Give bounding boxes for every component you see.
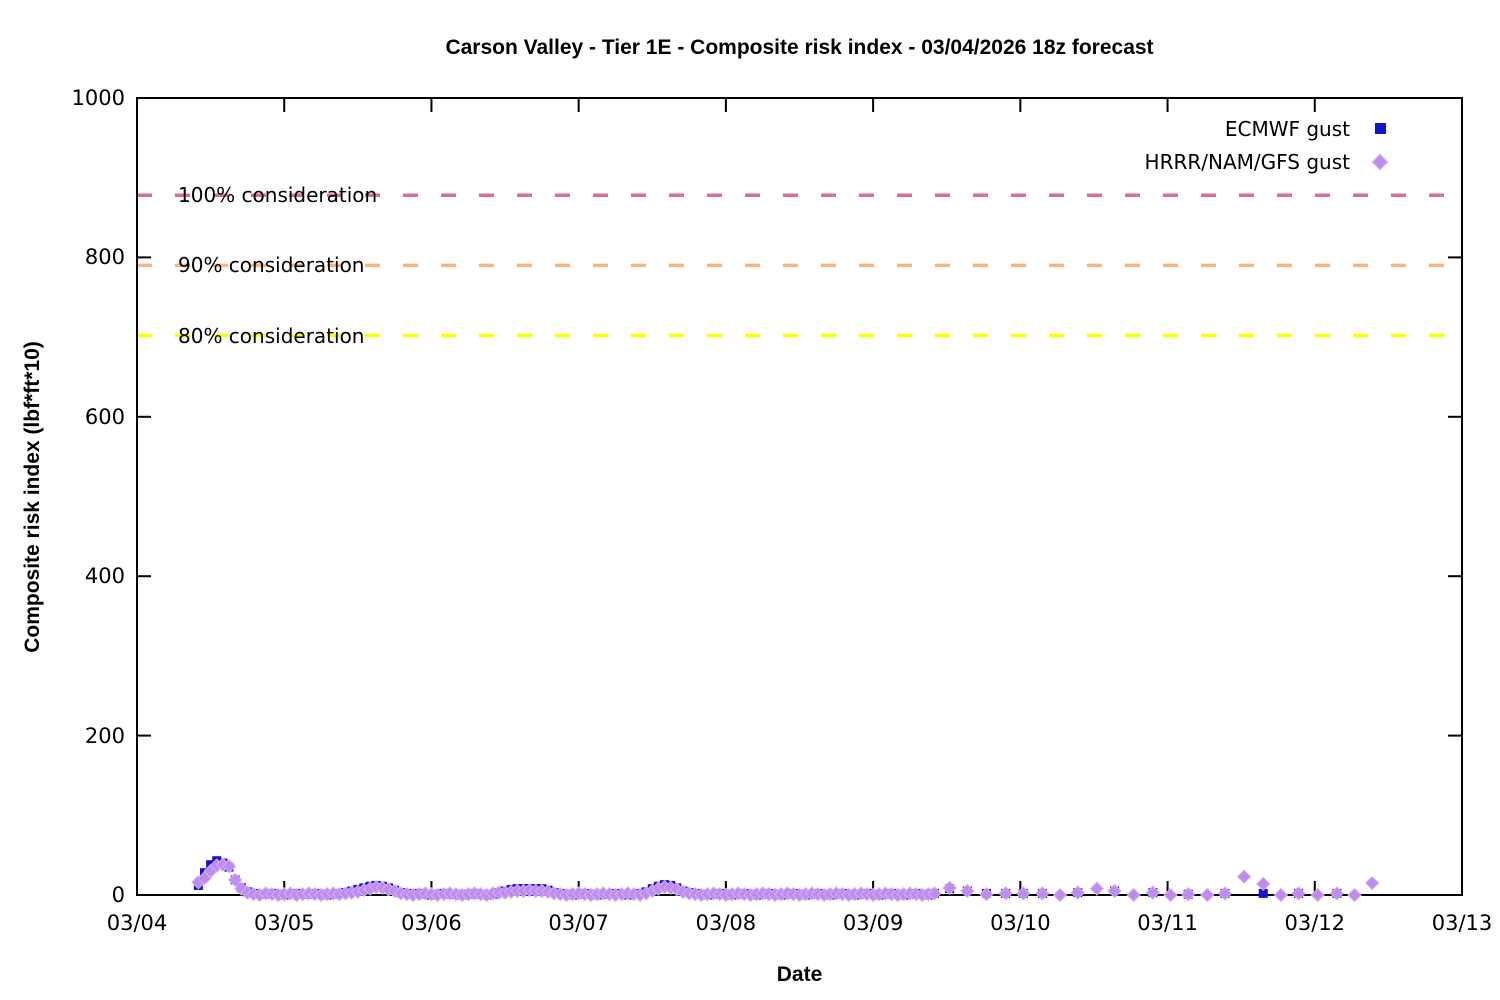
hrrr-point (942, 880, 957, 896)
legend-label-ecmwf: ECMWF gust (1224, 116, 1350, 141)
x-tick-label: 03/11 (1137, 911, 1198, 935)
hrrr-point (998, 886, 1013, 901)
hrrr-point (1217, 886, 1233, 901)
ecmwf-point (1258, 888, 1268, 898)
x-tick-label: 03/13 (1431, 911, 1493, 935)
hrrr-point (1052, 887, 1068, 903)
hrrr-point (1310, 887, 1325, 903)
hrrr-point (1089, 881, 1105, 896)
chart-title: Carson Valley - Tier 1E - Composite risk… (445, 36, 1154, 59)
hrrr-point (1145, 885, 1161, 900)
x-tick-label: 03/10 (990, 911, 1051, 935)
hrrr-point (927, 886, 942, 901)
hrrr-point (1126, 887, 1141, 903)
legend-entry-ecmwf: ECMWF gust (1145, 112, 1410, 145)
diamond-marker-icon (1350, 153, 1410, 170)
y-tick-label: 1000 (71, 86, 125, 110)
legend-label-hrrr: HRRR/NAM/GFS gust (1144, 149, 1350, 174)
hrrr-point (1200, 887, 1215, 903)
hrrr-point (1256, 876, 1271, 892)
hrrr-point (1236, 869, 1252, 884)
hrrr-point (1163, 887, 1178, 903)
hrrr-point (1273, 887, 1289, 903)
x-tick-label: 03/07 (548, 911, 609, 935)
hrrr-point (960, 883, 975, 899)
y-tick-label: 200 (84, 723, 125, 748)
legend: ECMWF gust HRRR/NAM/GFS gust (1145, 112, 1410, 178)
hrrr-point (1347, 887, 1362, 903)
hrrr-point (1291, 886, 1306, 901)
y-tick-label: 600 (84, 404, 125, 429)
x-axis-label: Date (776, 963, 823, 986)
hrrr-point (1107, 883, 1122, 899)
y-tick-label: 800 (84, 245, 125, 270)
threshold-label: 90% consideration (178, 253, 365, 278)
hrrr-point (1329, 886, 1345, 901)
x-tick-label: 03/08 (695, 911, 757, 935)
hrrr-point (979, 886, 994, 902)
hrrr-point (1016, 886, 1031, 901)
legend-entry-hrrr: HRRR/NAM/GFS gust (1145, 145, 1410, 178)
hrrr-point (1364, 875, 1380, 891)
square-marker-icon (1350, 123, 1410, 134)
x-tick-label: 03/12 (1284, 911, 1346, 935)
hrrr-point (221, 859, 237, 874)
x-tick-label: 03/06 (401, 911, 462, 935)
x-tick-label: 03/09 (842, 911, 904, 935)
threshold-label: 80% consideration (178, 323, 365, 348)
plot-border (136, 97, 1463, 896)
hrrr-point (1180, 886, 1196, 902)
hrrr-point (227, 872, 243, 888)
hrrr-point (1035, 886, 1050, 901)
y-tick-label: 0 (111, 883, 125, 907)
x-tick-label: 03/04 (106, 911, 168, 935)
series-diamond (191, 857, 1380, 903)
y-axis-label: Composite risk index (lbf*ft*10) (21, 341, 44, 653)
threshold-label: 100% consideration (178, 183, 378, 208)
y-tick-label: 400 (84, 564, 125, 589)
x-tick-label: 03/05 (253, 911, 315, 935)
hrrr-point (1070, 885, 1085, 900)
